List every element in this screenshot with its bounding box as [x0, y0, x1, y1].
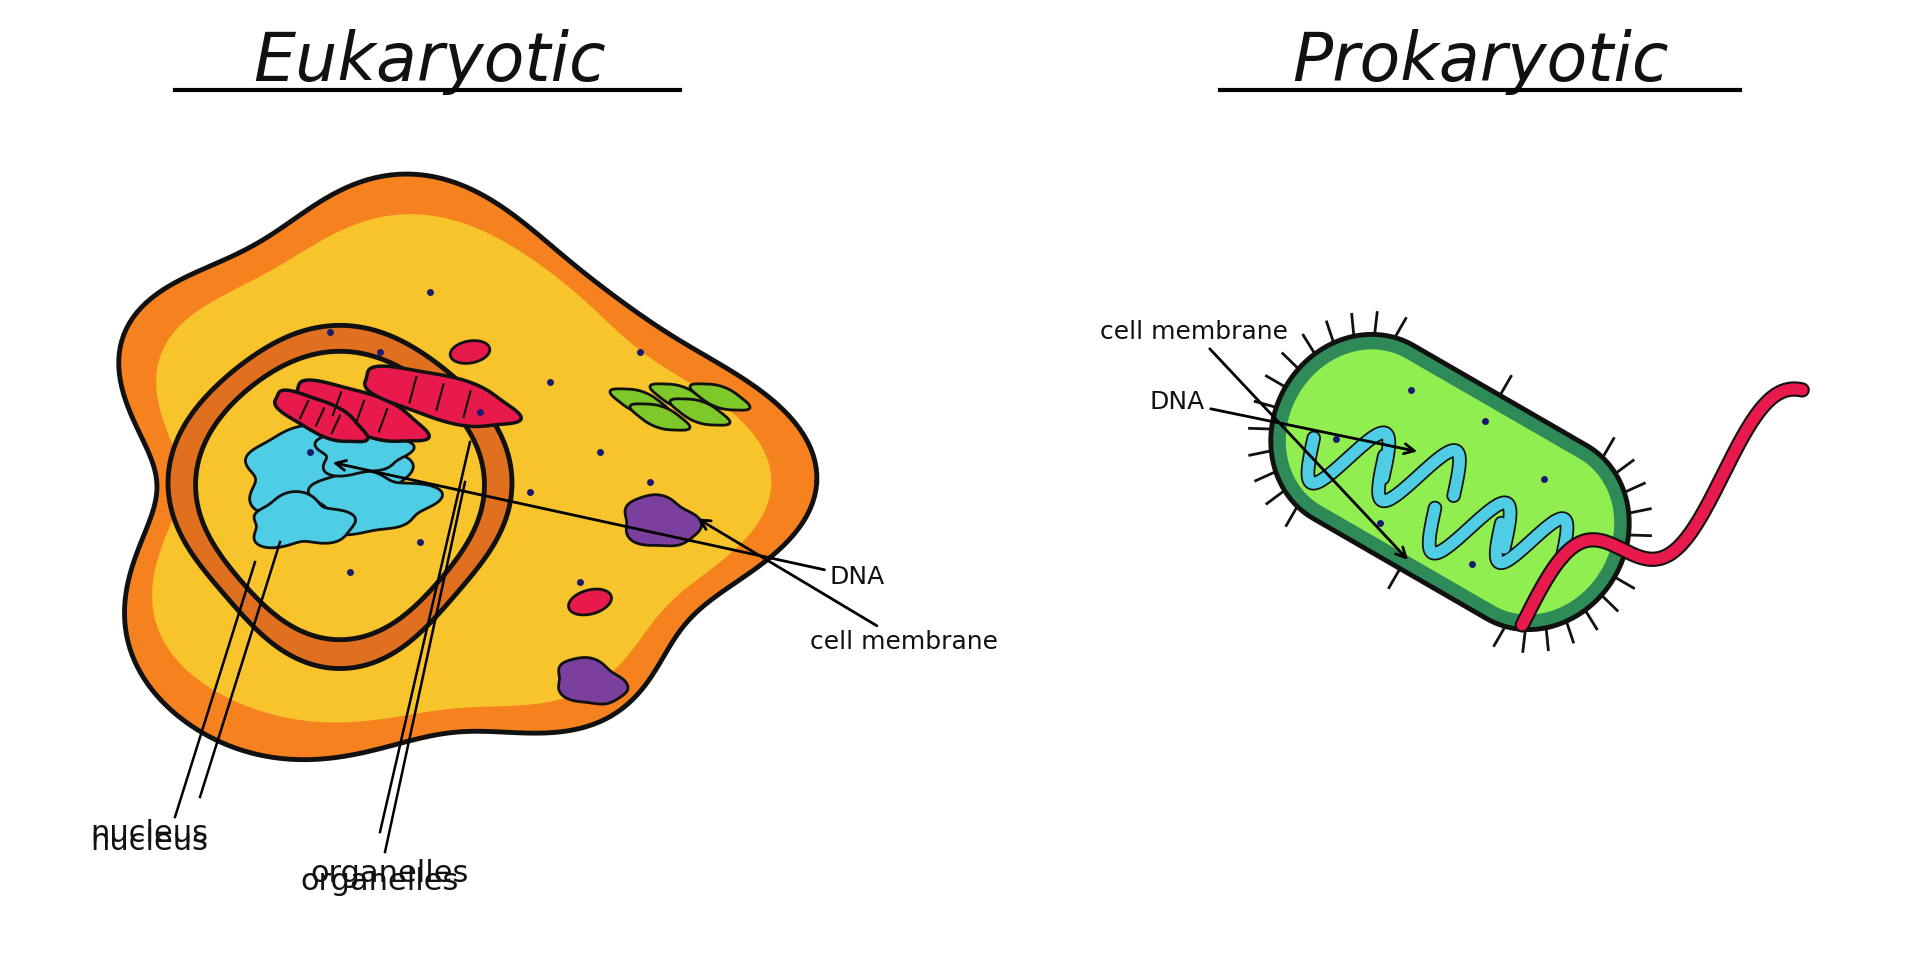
Polygon shape: [1271, 334, 1630, 630]
Polygon shape: [196, 351, 484, 640]
Text: organelles: organelles: [300, 867, 459, 896]
Polygon shape: [315, 428, 415, 476]
Text: nucleus: nucleus: [90, 827, 207, 856]
Polygon shape: [1286, 349, 1615, 614]
Polygon shape: [365, 366, 520, 427]
Polygon shape: [449, 340, 490, 364]
Polygon shape: [559, 657, 628, 704]
Polygon shape: [275, 390, 369, 441]
Text: cell membrane: cell membrane: [701, 520, 998, 654]
Polygon shape: [670, 399, 730, 425]
Text: Prokaryotic: Prokaryotic: [1292, 29, 1668, 95]
Polygon shape: [651, 384, 710, 410]
Text: cell membrane: cell membrane: [1100, 320, 1405, 558]
Polygon shape: [296, 380, 430, 441]
Polygon shape: [152, 214, 772, 722]
Polygon shape: [611, 389, 670, 415]
Text: DNA: DNA: [1150, 390, 1415, 454]
Polygon shape: [630, 403, 689, 431]
Text: nucleus: nucleus: [90, 819, 207, 848]
Text: Eukaryotic: Eukaryotic: [253, 29, 607, 95]
Polygon shape: [119, 174, 816, 760]
Polygon shape: [626, 495, 701, 546]
Text: DNA: DNA: [336, 461, 885, 589]
Polygon shape: [309, 470, 442, 535]
Polygon shape: [246, 426, 413, 515]
Polygon shape: [169, 326, 513, 669]
Text: organelles: organelles: [309, 859, 468, 888]
Polygon shape: [253, 492, 355, 548]
Polygon shape: [689, 384, 751, 410]
Polygon shape: [568, 589, 611, 615]
